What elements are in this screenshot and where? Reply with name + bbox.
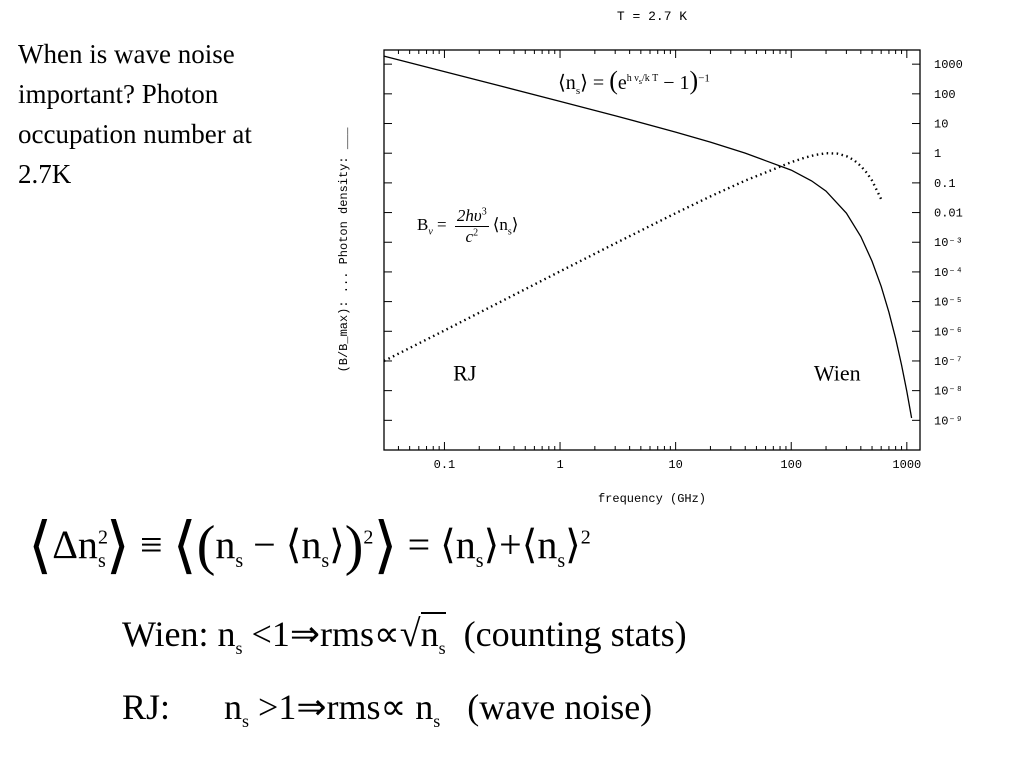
y-tick-label: 10⁻⁷	[934, 355, 963, 369]
plot-frame	[383, 49, 921, 451]
y-tick-label: 0.01	[934, 207, 963, 221]
y-tick-label: 10	[934, 118, 948, 132]
series-layer	[383, 55, 913, 419]
series-0-line	[383, 55, 913, 419]
series-1-line	[383, 151, 883, 363]
x-tick-label: 100	[780, 458, 802, 472]
y-tick-label: 10⁻⁴	[934, 266, 963, 280]
x-tick-label: 1	[556, 458, 563, 472]
y-tick-label: 10⁻⁵	[934, 296, 963, 310]
x-tick-label: 10	[668, 458, 682, 472]
annotations: RJ Wien	[453, 361, 860, 386]
y-tick-label: 100	[934, 88, 956, 102]
chart-title: T = 2.7 K	[617, 9, 687, 24]
brightness-equation: Bν = 2hυ3 c2 ⟨ns⟩	[417, 206, 519, 246]
y-tick-label: 1	[934, 147, 941, 161]
y-tick-label: 10⁻³	[934, 236, 963, 250]
y-tick-label: 1000	[934, 58, 963, 72]
y-tick-labels: 1000 100 10 1 0.1 0.01 10⁻³ 10⁻⁴ 10⁻⁵ 10⁻⁶ 10⁻⁷ 10⁻…	[934, 58, 963, 428]
wien-limit-equation: Wien: ns <1⇒rms∝√ns (counting stats)	[122, 612, 687, 659]
tick-marks	[383, 50, 920, 451]
x-axis-label: frequency (GHz)	[598, 492, 706, 506]
x-tick-labels: 0.1 1 10 100 1000	[434, 458, 922, 472]
annotation-wien: Wien	[814, 361, 861, 386]
annotation-rj: RJ	[453, 361, 477, 386]
y-tick-label: 0.1	[934, 177, 956, 191]
y-tick-label: 10⁻⁸	[934, 385, 963, 399]
occupation-equation: ⟨ns⟩ = (eh νs/k T − 1)−1	[558, 66, 710, 97]
y-axis-label: (B/B_max): ... Photon density: ___	[337, 127, 351, 373]
intro-text: When is wave noise important? Photon occ…	[18, 39, 252, 189]
variance-equation: ⟨Δn2s⟩ ≡ ⟨(ns − ⟨ns⟩)2⟩ = ⟨ns⟩+⟨ns⟩2	[28, 512, 591, 580]
y-tick-label: 10⁻⁶	[934, 325, 963, 339]
x-tick-label: 0.1	[434, 458, 456, 472]
rj-limit-equation: RJ: ns >1⇒rms∝ ns (wave noise)	[122, 687, 653, 732]
x-tick-label: 1000	[892, 458, 921, 472]
y-tick-label: 10⁻⁹	[934, 414, 963, 428]
